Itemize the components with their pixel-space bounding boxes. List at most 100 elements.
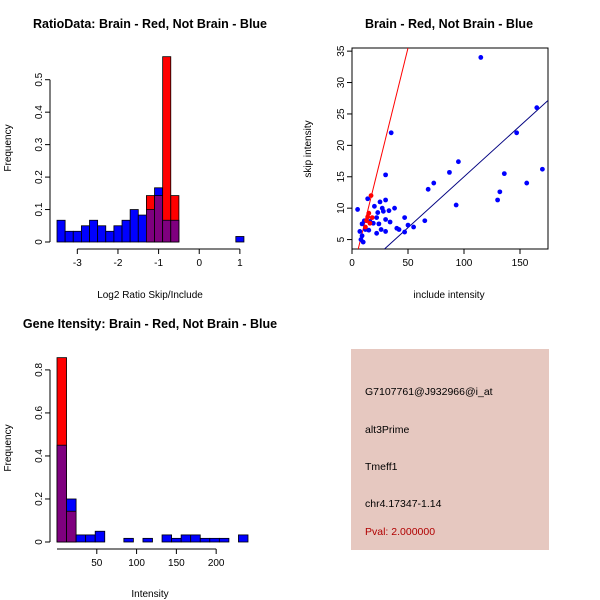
scatter-fit-line-brain-fit xyxy=(357,48,409,249)
scatter-point-not-brain xyxy=(375,210,381,215)
scatter-point-not-brain xyxy=(378,227,384,232)
intensity-histogram-bars xyxy=(56,357,249,543)
scatter-point-not-brain xyxy=(383,217,388,222)
scatter-point-not-brain xyxy=(357,229,363,234)
scatter-point-not-brain xyxy=(380,208,386,214)
scatter-point-not-brain xyxy=(501,171,507,177)
scatter-point-not-brain xyxy=(402,215,408,220)
scatter-y-tick-label: 20 xyxy=(336,139,347,151)
intensity-histogram-bar-notbrain xyxy=(218,537,230,543)
scatter-point-not-brain xyxy=(431,180,437,186)
intensity-histogram-bar-notbrain xyxy=(123,537,134,543)
intensity-histogram-xlabel: Intensity xyxy=(131,589,168,600)
intensity-histogram-bar-notbrain xyxy=(199,537,211,543)
scatter-point-not-brain xyxy=(524,180,530,186)
intensity-histogram-x-tick-label: 50 xyxy=(91,558,103,569)
ratio-histogram-axes: 0 0.1 0.2 0.3 0.4 0.5 -3 -2 -1 0 1 xyxy=(34,72,243,269)
intensity-histogram-bar-notbrain xyxy=(238,534,249,543)
scatter-point-not-brain xyxy=(495,197,500,203)
scatter-point-not-brain xyxy=(453,202,459,208)
scatter-point-not-brain xyxy=(372,203,377,209)
ratio-histogram-x-tick-label: 1 xyxy=(237,258,243,269)
ratio-histogram-bar-overlap xyxy=(162,219,172,243)
intensity-histogram-title: Gene Itensity: Brain - Red, Not Brain - … xyxy=(23,317,277,331)
ratio-histogram-bar-notbrain xyxy=(72,230,82,243)
ratio-histogram-bar-notbrain xyxy=(235,236,245,243)
ratio-histogram-x-tick-label: -3 xyxy=(73,258,82,269)
ratio-histogram-xlabel: Log2 Ratio Skip/Include xyxy=(97,290,203,301)
intensity-histogram-bar-notbrain xyxy=(171,537,182,543)
ratio-histogram-y-tick-label: 0.1 xyxy=(34,202,45,216)
intensity-histogram-bar-notbrain xyxy=(161,534,173,543)
scatter-point-not-brain xyxy=(383,229,388,234)
event-type-text: alt3Prime xyxy=(365,424,410,436)
scatter-point-not-brain xyxy=(359,233,365,239)
intensity-histogram-axes: 0 0.2 0.4 0.6 0.8 50 100 150 200 xyxy=(34,363,225,569)
scatter-y-tick-label: 25 xyxy=(336,108,347,120)
intensity-histogram-bar-notbrain xyxy=(209,537,220,543)
scatter-point-not-brain xyxy=(376,221,382,227)
ratio-histogram-bar-notbrain xyxy=(80,225,90,243)
scatter-point-not-brain xyxy=(383,197,388,203)
scatter-point-not-brain xyxy=(370,220,376,226)
scatter-point-not-brain xyxy=(422,218,428,224)
probe-info-panel: G7107761@J932966@i_at alt3Prime Tmeff1 c… xyxy=(351,349,549,550)
ratio-histogram-bar-overlap xyxy=(170,219,180,243)
intensity-histogram-bar-overlap xyxy=(56,444,67,543)
scatter-y-tick-label: 15 xyxy=(336,171,347,183)
intensity-histogram-x-tick-label: 150 xyxy=(168,558,185,569)
ratio-histogram-bar-notbrain xyxy=(89,219,99,243)
intensity-histogram-bar-notbrain xyxy=(75,534,87,543)
ratio-histogram-x-tick-label: -2 xyxy=(114,258,123,269)
ratio-histogram-x-tick-label: 0 xyxy=(196,258,202,269)
scatter-point-not-brain xyxy=(514,130,520,136)
scatter-point-not-brain xyxy=(425,186,431,192)
scatter-point-not-brain xyxy=(386,208,392,214)
ratio-histogram-bar-notbrain xyxy=(137,214,147,243)
scatter-ylabel: skip intensity xyxy=(303,120,314,177)
ratio-histogram-bars xyxy=(56,56,245,243)
scatter-point-not-brain xyxy=(387,219,393,225)
ratio-histogram-y-tick-label: 0.5 xyxy=(34,72,45,86)
intensity-histogram-bar-overlap xyxy=(66,510,77,543)
scatter-point-brain xyxy=(366,210,372,216)
scatter-x-tick-label: 50 xyxy=(402,258,414,269)
ratio-histogram-ylabel: Frequency xyxy=(3,124,14,171)
scatter-point-not-brain xyxy=(411,224,416,230)
scatter-panel: Brain - Red, Not Brain - Blue include in… xyxy=(303,17,549,301)
intensity-histogram-x-tick-label: 100 xyxy=(128,558,145,569)
ratio-histogram-bar-notbrain xyxy=(97,225,107,243)
scatter-fit-line-not-brain-fit xyxy=(383,100,548,249)
ratio-histogram-bar-notbrain xyxy=(64,230,74,243)
scatter-point-brain xyxy=(367,220,373,226)
scatter-point-not-brain xyxy=(388,130,394,136)
scatter-point-not-brain xyxy=(365,196,371,202)
intensity-histogram-y-tick-label: 0.4 xyxy=(34,449,45,463)
ratio-histogram-bar-notbrain xyxy=(113,225,123,243)
ratio-histogram-x-tick-label: -1 xyxy=(154,258,163,269)
scatter-x-tick-label: 100 xyxy=(456,258,473,269)
ratio-histogram-y-tick-label: 0.3 xyxy=(34,137,45,151)
scatter-xlabel: include intensity xyxy=(413,290,484,301)
scatter-point-brain xyxy=(365,214,371,220)
probe-id-text: G7107761@J932966@i_at xyxy=(365,386,493,398)
ratio-histogram-y-tick-label: 0.4 xyxy=(34,105,45,119)
scatter-point-brain xyxy=(369,215,375,220)
scatter-axes: 5 10 15 20 25 30 35 0 50 100 150 xyxy=(336,45,529,269)
scatter-point-not-brain xyxy=(497,189,503,195)
scatter-points xyxy=(355,55,545,245)
pval-text: Pval: 2.000000 xyxy=(365,526,436,538)
scatter-plot-box xyxy=(351,47,549,250)
scatter-point-not-brain xyxy=(377,199,383,205)
intensity-histogram-bar-notbrain xyxy=(180,534,192,543)
intensity-histogram-bar-notbrain xyxy=(190,534,201,543)
scatter-fit-lines xyxy=(357,48,548,249)
scatter-point-not-brain xyxy=(355,207,360,212)
scatter-x-tick-label: 150 xyxy=(512,258,529,269)
scatter-title: Brain - Red, Not Brain - Blue xyxy=(365,17,533,31)
intensity-histogram-ylabel: Frequency xyxy=(3,424,14,471)
scatter-point-not-brain xyxy=(402,229,408,235)
scatter-point-brain xyxy=(368,193,374,199)
scatter-y-tick-label: 5 xyxy=(336,236,347,242)
scatter-point-not-brain xyxy=(383,172,388,178)
